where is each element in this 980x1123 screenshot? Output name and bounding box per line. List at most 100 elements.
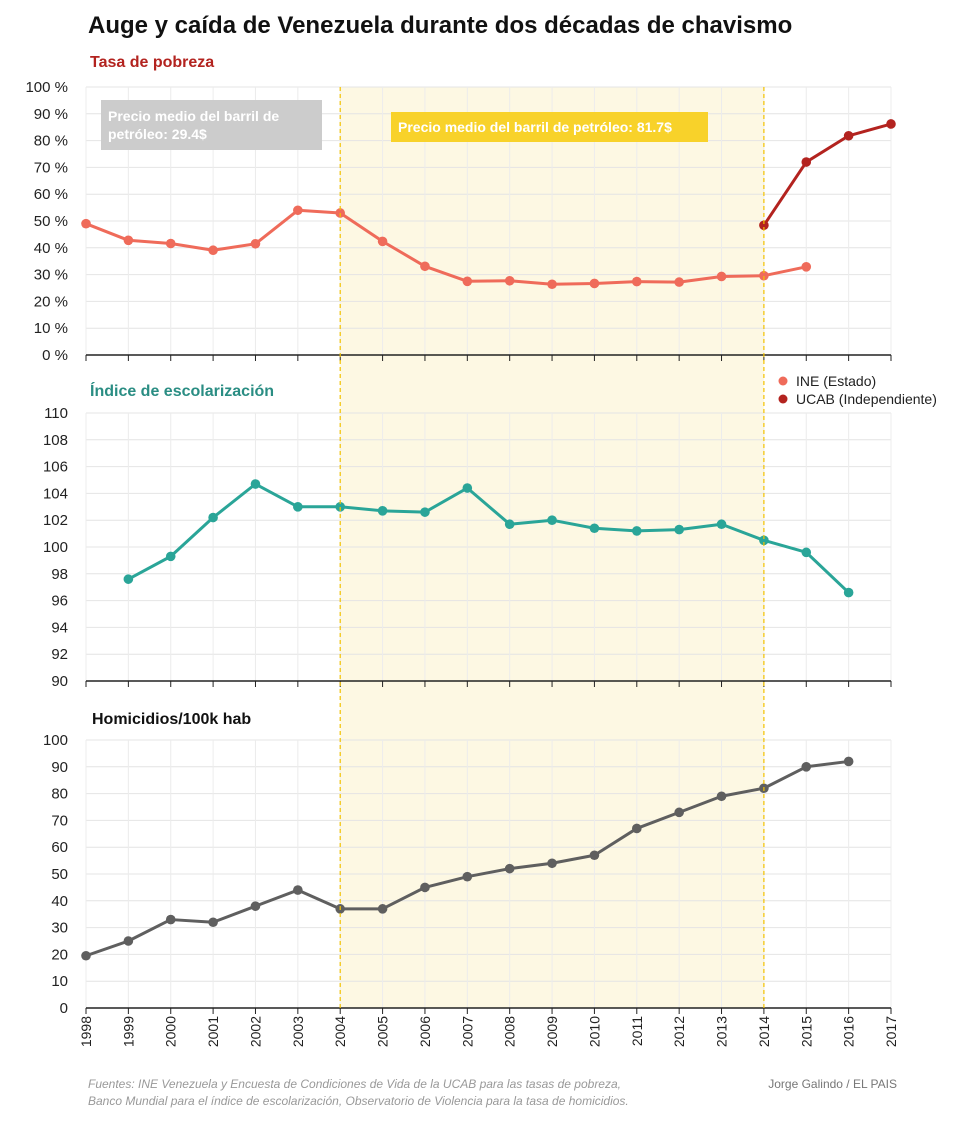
legend-label: UCAB (Independiente): [796, 391, 937, 407]
data-point-ine: [504, 275, 515, 286]
data-point-ine: [547, 279, 557, 290]
data-point-ine: [250, 238, 261, 249]
data-point-homicides: [801, 762, 812, 772]
y-tick-label: 80 %: [34, 133, 68, 150]
y-tick-label: 104: [43, 485, 68, 502]
data-point-ine: [674, 277, 684, 287]
data-point-ucab: [843, 130, 854, 141]
y-tick-label: 60 %: [34, 186, 68, 203]
data-point-homicides: [208, 917, 218, 928]
y-tick-label: 0: [60, 1000, 68, 1017]
x-tick-label: 2010: [586, 1016, 602, 1047]
data-point-ine: [208, 245, 218, 256]
series-line-school: [127, 482, 850, 594]
y-tick-label: 30 %: [34, 267, 68, 284]
data-point-ucab: [801, 157, 812, 167]
data-point-ucab: [886, 119, 896, 129]
y-tick-label: 90: [51, 759, 68, 776]
data-point-homicides: [123, 936, 134, 946]
annotation-text: Precio medio del barril de petróleo: 81.…: [398, 119, 672, 135]
data-point-homicides: [293, 885, 303, 895]
footer: Fuentes: INE Venezuela y Encuesta de Con…: [88, 1077, 897, 1108]
series-line-ucab: [762, 122, 892, 227]
y-tick-label: 98: [51, 566, 68, 583]
x-tick-label: 2000: [163, 1016, 179, 1047]
y-tick-label: 100 %: [25, 79, 68, 96]
x-tick-label: 2002: [247, 1016, 263, 1047]
data-point-ine: [335, 208, 346, 218]
x-tick-label: 2014: [756, 1016, 772, 1047]
data-point-school: [335, 502, 346, 512]
data-point-homicides: [420, 882, 430, 893]
data-point-school: [759, 535, 769, 546]
data-point-homicides: [716, 791, 727, 802]
data-point-ine: [589, 278, 600, 289]
data-point-homicides: [81, 950, 91, 961]
panels-layer: Tasa de pobreza 0 % 10 % 20 % 30 % 40 % 50 % 60…: [25, 54, 896, 1017]
x-tick-label: 2005: [375, 1016, 391, 1047]
y-tick-label: 102: [43, 512, 68, 529]
y-tick-label: 106: [43, 459, 68, 476]
x-tick-label: 2011: [629, 1016, 645, 1046]
data-point-homicides: [165, 914, 176, 925]
data-point-homicides: [589, 850, 600, 861]
data-point-ine: [801, 262, 812, 272]
data-point-ine: [462, 276, 473, 287]
chart-title: Auge y caída de Venezuela durante dos dé…: [88, 12, 792, 39]
data-point-ine: [165, 238, 176, 249]
panel-title: Homicidios/100k hab: [92, 711, 251, 728]
data-point-school: [377, 506, 388, 516]
series-line-ine: [85, 208, 807, 286]
y-tick-label: 94: [51, 619, 68, 636]
y-tick-label: 10 %: [34, 320, 68, 337]
data-point-homicides: [250, 901, 261, 911]
data-point-school: [674, 524, 684, 535]
credit: Jorge Galindo / EL PAIS: [768, 1077, 897, 1091]
y-tick-label: 40: [51, 893, 68, 910]
x-tick-label: 1999: [120, 1016, 136, 1047]
y-tick-label: 90: [51, 673, 68, 690]
data-point-school: [547, 515, 557, 525]
annotation-text: petróleo: 29.4$: [108, 126, 207, 142]
data-point-ine: [377, 236, 388, 247]
panel-3: Homicidios/100k hab 0 10 20 30 40 50 60 70 80 90 10…: [43, 711, 892, 1017]
x-tick-label: 2012: [671, 1016, 687, 1047]
x-tick-label: 2003: [290, 1016, 306, 1047]
y-tick-label: 10: [51, 973, 68, 990]
data-point-school: [123, 574, 134, 584]
legend: INE (Estado) UCAB (Independiente): [778, 373, 937, 407]
y-tick-label: 30: [51, 920, 68, 937]
legend-marker-ine: [778, 376, 788, 386]
data-point-school: [801, 547, 812, 558]
panel-title: Tasa de pobreza: [90, 54, 214, 71]
data-point-school: [420, 507, 430, 517]
data-point-homicides: [377, 904, 388, 914]
x-tick-label: 2006: [417, 1016, 433, 1047]
data-point-school: [293, 502, 303, 512]
y-tick-label: 20 %: [34, 293, 68, 310]
data-point-school: [165, 551, 176, 562]
y-tick-label: 0 %: [42, 347, 68, 364]
y-tick-label: 80: [51, 786, 68, 803]
data-point-homicides: [843, 756, 854, 767]
data-point-school: [250, 479, 261, 489]
source-note: Banco Mundial para el índice de escolari…: [88, 1094, 629, 1108]
data-point-ine: [123, 235, 134, 246]
y-tick-label: 50: [51, 866, 68, 883]
annotations-layer: Precio medio del barril de petróleo: 29.4…: [101, 87, 765, 1008]
annotation-box-yellow: [391, 112, 708, 142]
source-note: Fuentes: INE Venezuela y Encuesta de Con…: [88, 1077, 621, 1091]
x-tick-label: 2017: [883, 1016, 899, 1047]
data-point-ine: [759, 270, 769, 281]
annotation-text: Precio medio del barril de: [108, 108, 279, 124]
data-point-ine: [81, 218, 91, 229]
x-tick-label: 1998: [78, 1016, 94, 1047]
x-axis: 1998 1999 2000 2001 2002 2003 2004 2005 2006 2007…: [78, 1016, 899, 1047]
x-tick-label: 2004: [332, 1016, 348, 1047]
y-tick-label: 108: [43, 432, 68, 449]
data-point-ine: [293, 205, 303, 216]
data-point-school: [462, 483, 473, 493]
data-point-homicides: [631, 823, 642, 834]
data-point-homicides: [674, 807, 684, 818]
